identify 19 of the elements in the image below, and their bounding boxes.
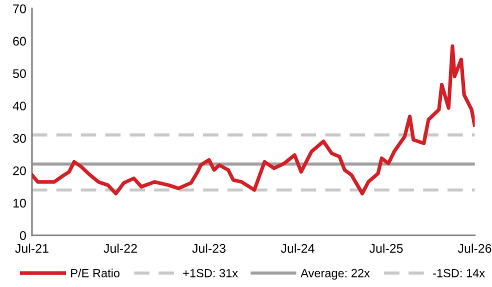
legend-label: P/E Ratio: [71, 268, 120, 278]
y-tick-label: 40: [12, 102, 26, 110]
legend-label: Average: 22x: [300, 268, 370, 280]
y-tick-label: 50: [13, 69, 26, 78]
legend-label: +1SD: 31x: [183, 268, 238, 278]
x-tick-label: Jul-24: [280, 244, 314, 253]
x-tick-label: Jul-21: [15, 244, 48, 253]
x-tick-label: Jul-23: [192, 244, 226, 253]
y-tick-label: 30: [13, 134, 26, 143]
y-tick-label: 10: [13, 198, 26, 208]
x-tick-label: Jul-25: [369, 244, 403, 253]
line-series: [32, 44, 475, 196]
x-tick-label: Jul-26: [458, 244, 492, 253]
y-tick-label: 0: [20, 231, 26, 240]
y-tick-label: 70: [13, 4, 26, 14]
y-tick-label: 60: [13, 36, 26, 46]
y-tick-label: 20: [13, 166, 26, 176]
legend-label: -1SD: 14x: [433, 268, 485, 278]
x-tick-label: Jul-22: [104, 244, 137, 253]
